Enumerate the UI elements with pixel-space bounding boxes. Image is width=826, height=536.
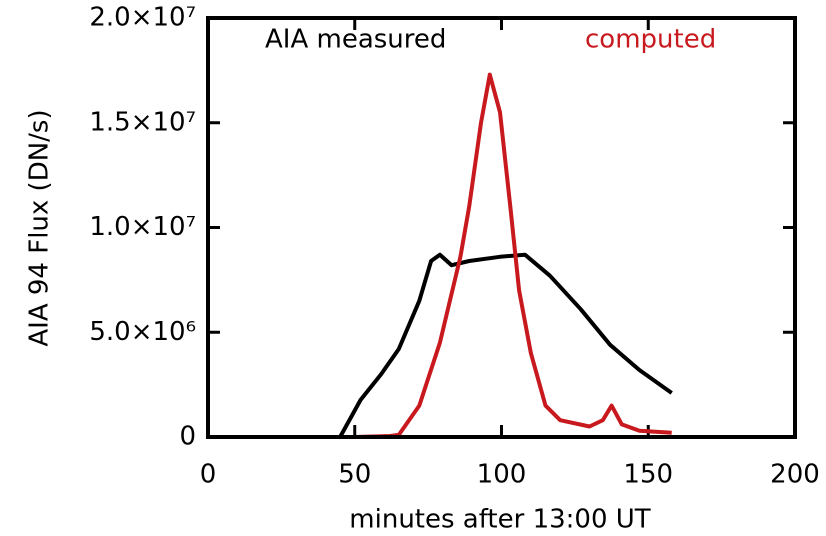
x-tick-label: 200 [770, 460, 820, 490]
legend-entry: computed [585, 25, 716, 55]
y-tick-label: 1.0×10⁷ [89, 212, 196, 242]
x-axis-label: minutes after 13:00 UT [349, 505, 651, 535]
y-axis-label: AIA 94 Flux (DN/s) [25, 109, 55, 346]
x-tick-label: 150 [623, 460, 673, 490]
x-tick-label: 50 [338, 460, 371, 490]
y-tick-label: 5.0×10⁶ [89, 317, 196, 347]
y-tick-label: 1.5×10⁷ [89, 107, 196, 137]
x-tick-label: 100 [477, 460, 527, 490]
x-tick-label: 0 [200, 460, 217, 490]
legend-entry: AIA measured [265, 25, 446, 55]
data-line [301, 72, 672, 439]
y-tick-label: 0 [179, 422, 196, 452]
y-tick-label: 2.0×10⁷ [89, 3, 196, 33]
plot-frame [206, 16, 797, 439]
data-line [338, 252, 673, 438]
